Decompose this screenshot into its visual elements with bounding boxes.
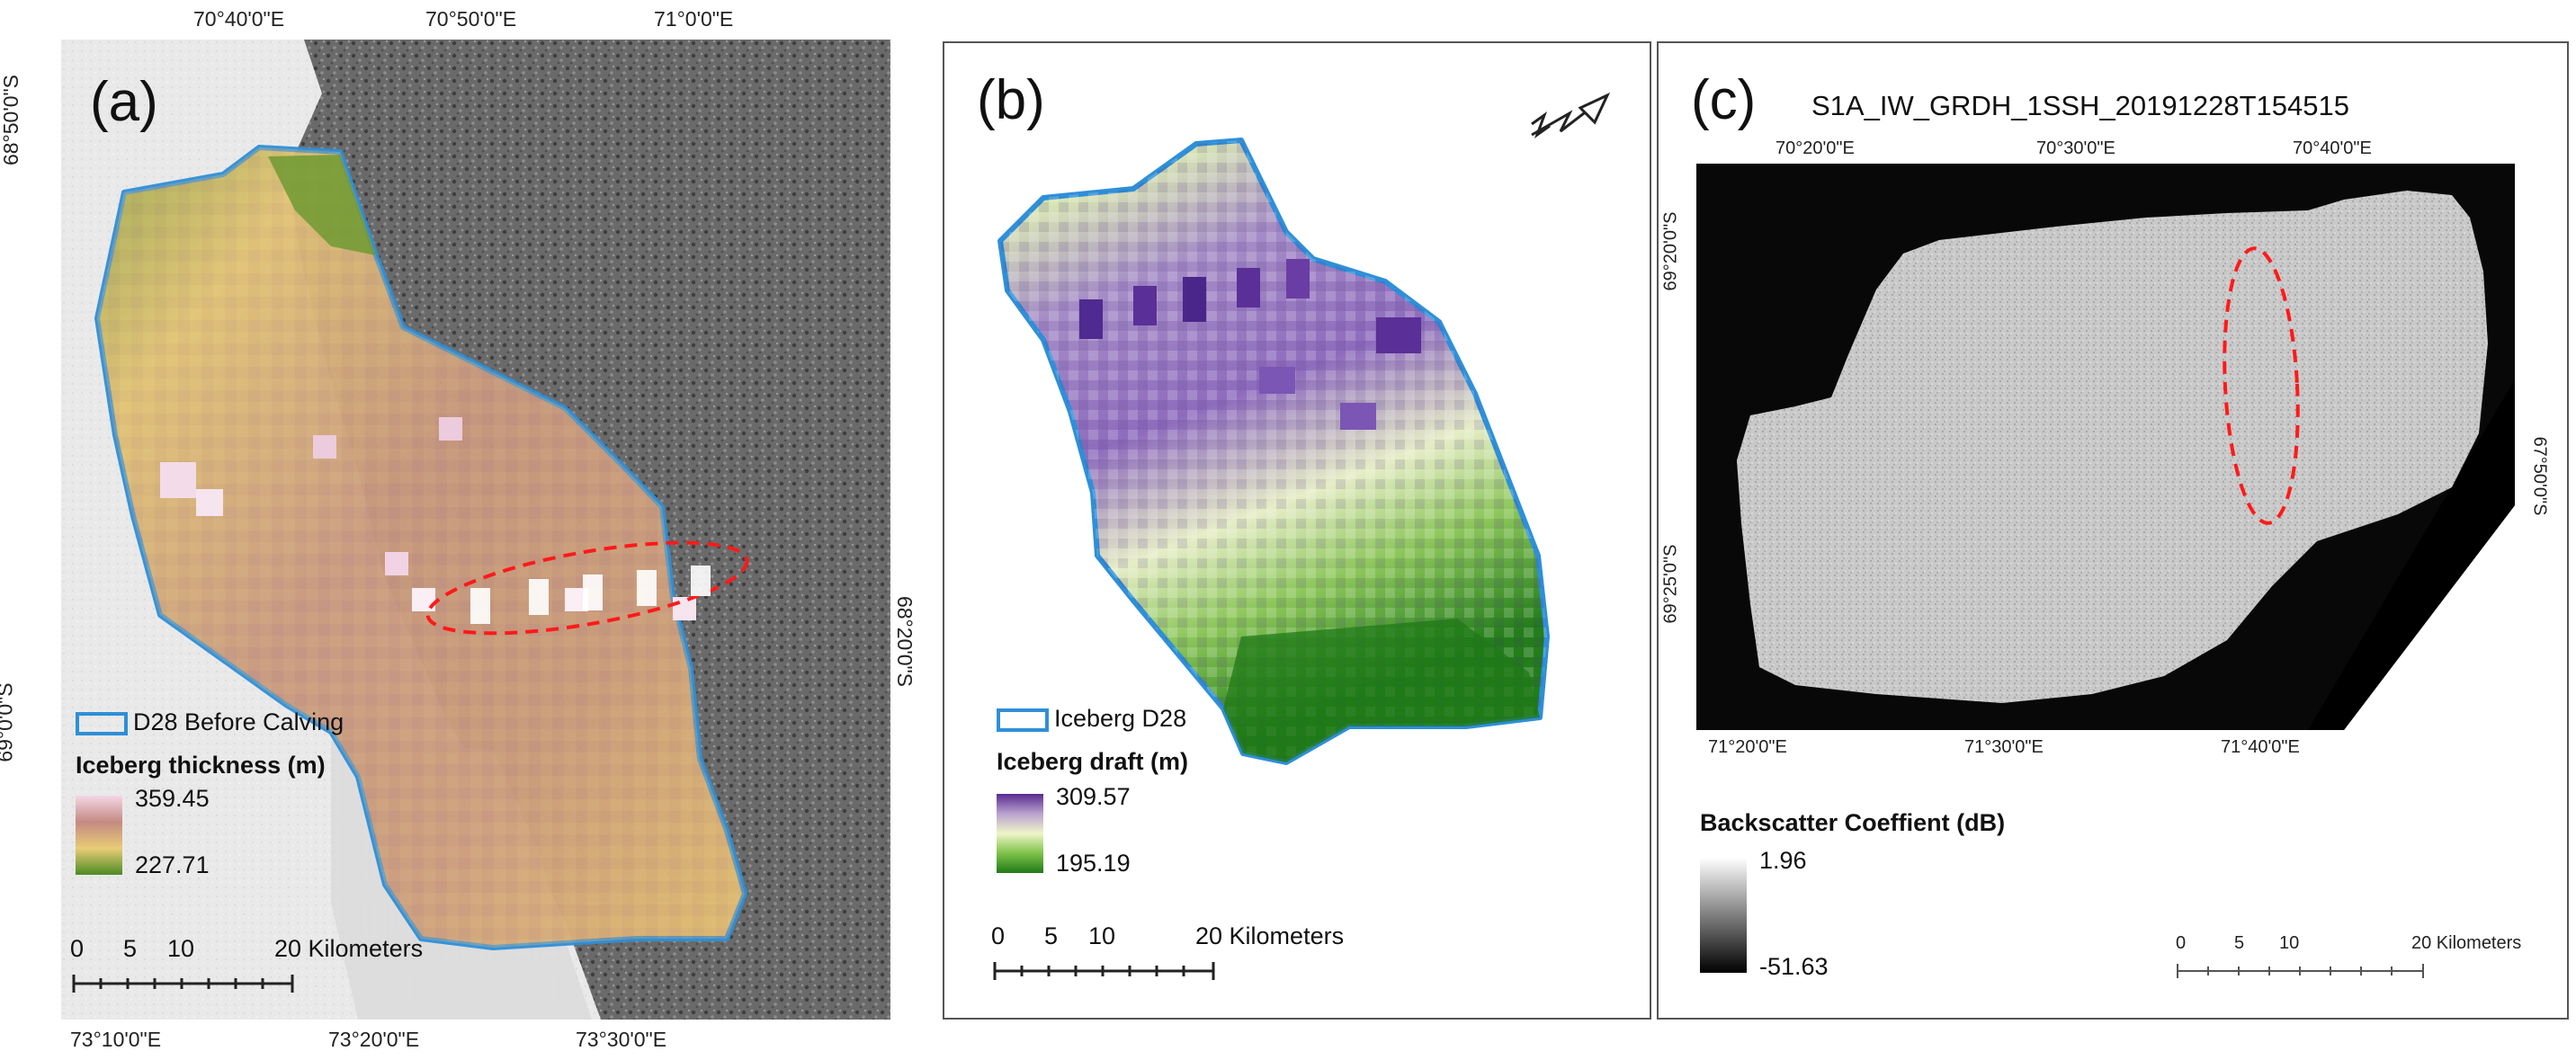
- top-tick-label: 70°40'0"E: [2293, 138, 2372, 158]
- top-tick-label: 70°40'0"E: [193, 7, 285, 31]
- scale-label: 10: [167, 935, 195, 962]
- scale-label: 10: [2279, 933, 2300, 953]
- panel-b: (b): [943, 41, 1651, 1020]
- panel-b-map: [997, 138, 1550, 765]
- outline-legend-swatch: [76, 712, 128, 735]
- top-tick-label: 70°20'0"E: [1775, 138, 1855, 158]
- ramp-min-label: -51.63: [1759, 953, 1829, 980]
- north-arrow-icon: [1531, 92, 1611, 139]
- bottom-tick-label: 73°20'0"E: [328, 1028, 420, 1051]
- panel-a: 70°40'0"E 70°50'0"E 71°0'0"E: [0, 0, 935, 1060]
- panel-a-map: [61, 40, 890, 1020]
- scale-label: 5: [2234, 933, 2245, 953]
- panel-c: (c) S1A_IW_GRDH_1SSH_20191228T154515 70°…: [1657, 41, 2569, 1020]
- legend-title: Iceberg thickness (m): [76, 752, 326, 779]
- bottom-tick-label: 71°40'0"E: [2221, 737, 2300, 757]
- scale-label: 20 Kilometers: [2411, 933, 2522, 953]
- bottom-tick-label: 73°30'0"E: [576, 1028, 667, 1051]
- top-tick-label: 70°50'0"E: [425, 7, 517, 31]
- scale-bar: [2177, 964, 2424, 978]
- scale-label: 0: [991, 922, 1006, 949]
- legend-title: Iceberg draft (m): [997, 748, 1189, 775]
- scale-label: 0: [2176, 933, 2187, 953]
- ramp-max-label: 309.57: [1056, 783, 1131, 810]
- right-tick-label: 68°20'0"S: [893, 595, 917, 688]
- left-tick-label: 69°25'0"S: [1660, 544, 1681, 624]
- ramp-min-label: 195.19: [1056, 850, 1131, 877]
- panel-b-letter: (b): [977, 69, 1045, 131]
- top-tick-label: 71°0'0"E: [654, 7, 734, 31]
- panel-c-letter: (c): [1691, 69, 1757, 131]
- ramp-max-label: 1.96: [1759, 847, 1807, 874]
- scale-label: 10: [1088, 922, 1116, 949]
- scale-label: 20 Kilometers: [1195, 922, 1345, 949]
- scale-label: 5: [123, 935, 138, 962]
- outline-legend-label: Iceberg D28: [1054, 705, 1187, 732]
- scale-bar: [72, 975, 294, 993]
- legend-title: Backscatter Coeffient (dB): [1700, 809, 2006, 836]
- outline-legend-swatch: [997, 708, 1049, 732]
- scene-title: S1A_IW_GRDH_1SSH_20191228T154515: [1811, 90, 2349, 121]
- left-tick-label: 69°20'0"S: [1660, 211, 1681, 291]
- ramp-min-label: 227.71: [135, 851, 210, 878]
- bottom-tick-label: 73°10'0"E: [70, 1028, 162, 1051]
- bottom-tick-label: 71°30'0"E: [1964, 737, 2044, 757]
- left-tick-label: 69°0'0"S: [0, 682, 17, 762]
- scale-label: 0: [70, 935, 85, 962]
- bottom-tick-label: 71°20'0"E: [1708, 737, 1787, 757]
- thickness-color-ramp: [76, 796, 122, 875]
- scale-label: 20 Kilometers: [274, 935, 424, 962]
- left-tick-label: 68°50'0"S: [0, 74, 23, 166]
- ramp-max-label: 359.45: [135, 785, 210, 812]
- right-tick-label: 67°50'0"S: [2529, 436, 2550, 516]
- backscatter-color-ramp: [1700, 858, 1747, 973]
- top-tick-label: 70°30'0"E: [2036, 138, 2115, 158]
- panel-a-letter: (a): [90, 71, 158, 133]
- outline-legend-label: D28 Before Calving: [133, 708, 344, 735]
- draft-color-ramp: [997, 794, 1043, 873]
- panel-c-map: [1696, 164, 2515, 730]
- scale-label: 5: [1044, 922, 1059, 949]
- scale-bar: [993, 962, 1215, 980]
